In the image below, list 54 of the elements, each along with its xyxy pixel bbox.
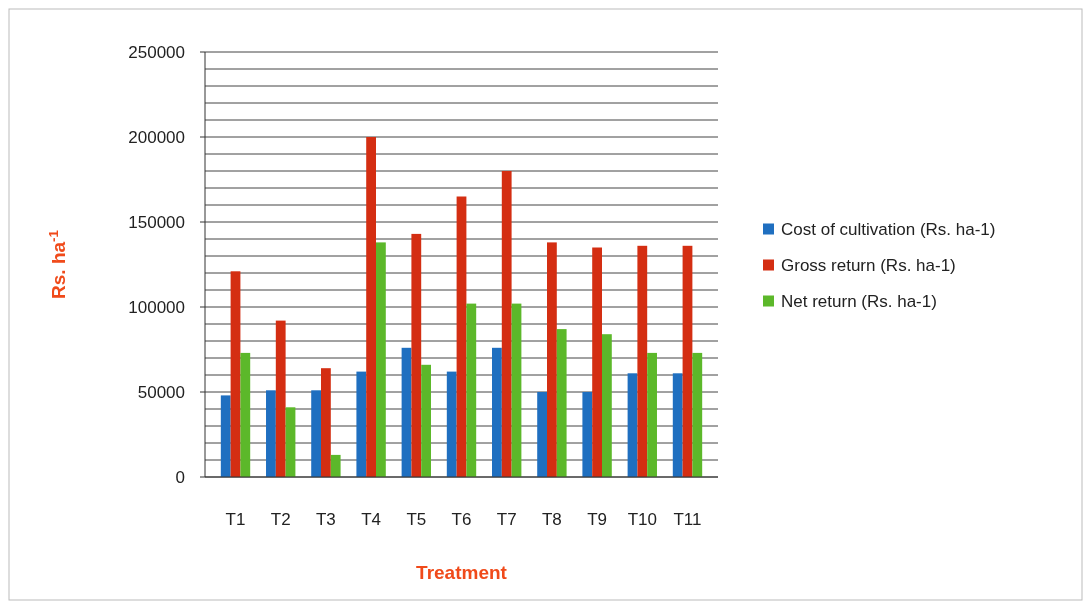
bar [627,373,638,477]
bar [492,347,502,477]
bar [285,407,296,477]
bar [466,303,477,477]
legend-label: Net return (Rs. ha-1) [781,292,937,312]
bar [601,334,612,477]
x-tick-label: T6 [451,510,472,529]
bar [240,352,251,477]
bar [376,242,386,477]
bar [421,364,431,477]
bar [582,392,593,477]
bar [682,245,693,477]
y-tick-label: 250000 [128,42,185,62]
bar [220,395,231,477]
legend-label: Cost of cultivation (Rs. ha-1) [781,220,996,240]
x-tick-label: T2 [270,510,291,529]
x-tick-label: T3 [315,510,336,529]
bar [537,392,547,477]
y-tick-label: 200000 [128,127,185,147]
x-tick-label: T11 [673,510,702,529]
bar [446,371,457,477]
x-tick-label: T8 [541,510,562,529]
bar [230,271,241,477]
bar [311,390,322,477]
bar [321,368,331,477]
y-tick-label: 0 [175,467,185,487]
bar [592,247,602,477]
x-axis-title: Treatment [416,562,508,583]
bar [275,320,286,477]
x-tick-label: T5 [406,510,427,529]
bar [330,454,341,477]
bar [511,303,522,477]
bar [411,233,422,477]
bar [501,171,512,477]
bar [366,137,376,477]
bar [647,352,657,477]
y-tick-label: 50000 [137,382,185,402]
bar [547,242,557,477]
x-tick-label: T4 [361,510,382,529]
y-tick-label: 150000 [128,212,185,232]
bar [556,329,567,477]
bar [672,373,683,477]
x-tick-label: T7 [496,510,517,529]
bar [692,352,703,477]
bar [637,245,648,477]
x-tick-label: T1 [225,510,246,529]
bar [356,371,367,477]
x-tick-label: T9 [587,510,608,529]
legend-label: Gross return (Rs. ha-1) [781,256,956,276]
bar [266,390,276,477]
bar [456,196,467,477]
x-tick-label: T10 [627,510,657,529]
bar [401,347,412,477]
y-tick-label: 100000 [128,297,185,317]
